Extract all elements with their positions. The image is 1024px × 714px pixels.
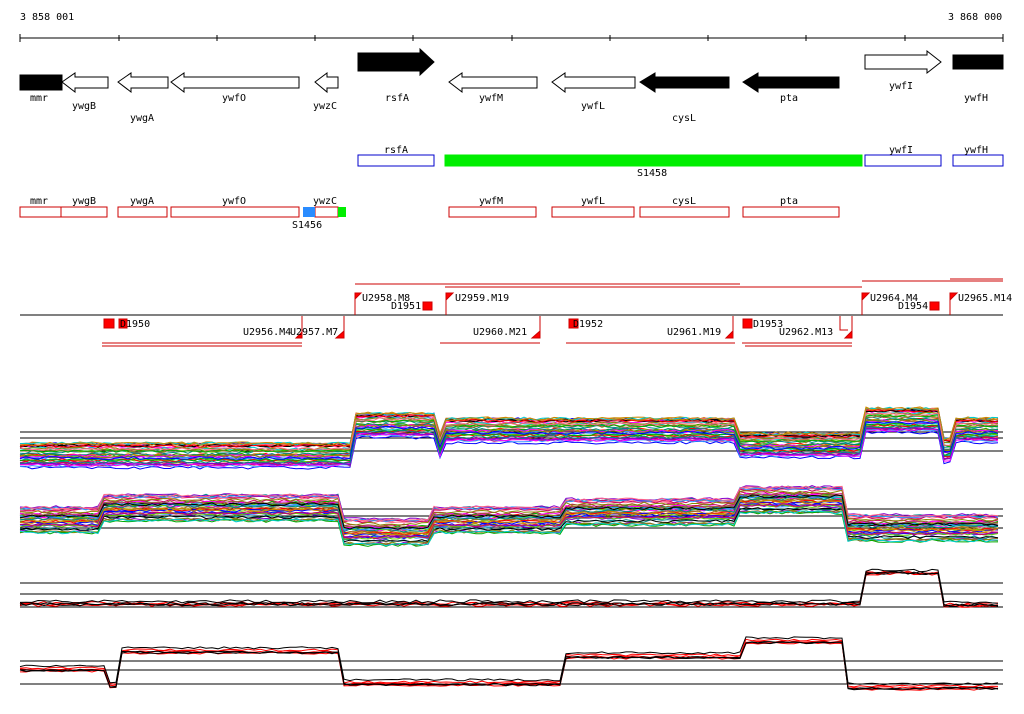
gene-label-ywfH: ywfH [964,93,988,104]
upper-box-ywfI[interactable] [864,154,942,167]
gene-label-rsfA: rsfA [385,93,409,104]
gene-label-ywfM: ywfM [479,93,503,104]
feature-flag-U2961[interactable] [724,316,734,339]
lower-box-pta[interactable] [742,206,840,218]
lower-box-label-pta: pta [780,196,798,207]
upper-box-rsfA[interactable] [357,154,435,167]
gene-label-ywzC: ywzC [313,101,337,112]
gene-arrow-ywzC[interactable] [314,72,339,94]
expression-panel-2 [19,485,1003,547]
lower-box-ywgA[interactable] [117,206,168,218]
lower-box-label-ywzC: ywzC [313,196,337,207]
feature-flag-U2958[interactable] [354,292,363,315]
gene-label-ywgB: ywgB [72,101,96,112]
feature-flag-U2962[interactable] [843,316,853,339]
gene-arrow-ywgA[interactable] [117,72,169,94]
gene-arrow-ywgB[interactable] [61,72,109,94]
gene-label-ywfI: ywfI [889,81,913,92]
feature-box-D1951[interactable] [422,301,433,311]
upper-box-label-S1458: S1458 [637,168,667,179]
lower-box-label-ywgB: ywgB [72,196,96,207]
feature-flag-U2957[interactable] [334,316,345,339]
expression-panel-3 [19,568,1003,608]
gene-label-ywfL: ywfL [581,101,605,112]
lower-box-track: mmr ywgB ywgA ywfO ywzC S1456 ywfM ywfL … [19,196,840,231]
feature-label-U2958: U2958.M8 [362,293,410,304]
gene-track: mmr ywgB ywgA ywfO ywzC rsfA ywfM ywfL c… [19,47,1004,124]
upper-box-label-ywfI: ywfI [889,145,913,156]
feature-label-U2965: U2965.M14 [958,293,1012,304]
gene-label-pta: pta [780,93,798,104]
coord-start: 3 858 001 [20,12,75,23]
feature-box-D1953[interactable] [742,318,753,329]
feature-box-D1952[interactable] [568,318,579,329]
gene-arrow-cysL[interactable] [639,72,730,93]
feature-label-U2959: U2959.M19 [455,293,509,304]
gene-label-cysL: cysL [672,113,696,124]
gene-label-ywgA: ywgA [130,113,154,124]
gene-arrow-ywfI[interactable] [864,49,942,75]
lower-box-S1456-blue[interactable] [303,207,315,217]
feature-label-D1952: D1952 [573,319,603,330]
gene-arrow-mmr[interactable] [19,74,63,91]
upper-box-S1458[interactable] [444,154,863,167]
feature-flag-U2965[interactable] [949,292,959,315]
lower-box-label-ywgA: ywgA [130,196,154,207]
expression-panel-1 [19,406,1003,470]
feature-flag-U2956[interactable] [294,316,303,339]
feature-label-U2961: U2961.M19 [667,327,721,338]
lower-box-ywgB[interactable] [60,206,108,218]
feature-flag-U2959[interactable] [445,292,455,315]
lower-box-label-ywfM: ywfM [479,196,503,207]
lower-box-ywfL[interactable] [551,206,635,218]
coord-end: 3 868 000 [948,12,1003,23]
feature-flag-U2964[interactable] [861,292,871,315]
feature-label-D1950: D1950 [120,319,150,330]
feature-box-D1950-b[interactable] [118,318,128,329]
expression-panel-4 [19,636,1003,691]
feature-box-D1950-a[interactable] [103,318,115,329]
upper-box-track: rsfA S1458 ywfI ywfH [357,145,1004,179]
lower-box-label-cysL: cysL [672,196,696,207]
feature-label-U2957: U2957.M7 [290,327,338,338]
lower-box-label-ywfL: ywfL [581,196,605,207]
feature-label-U2956: U2956.M4 [243,327,291,338]
feature-box-D1954[interactable] [929,301,940,311]
gene-arrow-ywfH[interactable] [952,54,1004,70]
gene-arrow-pta[interactable] [742,72,840,93]
gene-arrow-ywfO[interactable] [170,72,300,94]
upper-box-ywfH[interactable] [952,154,1004,167]
feature-flag-U2960[interactable] [530,316,541,339]
feature-label-U2962: U2962.M13 [779,327,833,338]
feature-track: U2958.M8 D1951 U2959.M19 U2964.M4 D1954 … [20,278,1012,347]
upper-box-label-rsfA: rsfA [384,145,408,156]
lower-box-ywzC[interactable] [314,206,339,218]
gene-arrow-ywfL[interactable] [551,72,636,94]
lower-box-label-ywfO: ywfO [222,196,246,207]
feature-label-U2960: U2960.M21 [473,327,527,338]
feature-label-U2964: U2964.M4 [870,293,918,304]
feature-label-D1953: D1953 [753,319,783,330]
lower-box-cysL[interactable] [639,206,730,218]
upper-box-label-ywfH: ywfH [964,145,988,156]
gene-label-mmr: mmr [30,93,48,104]
lower-box-mmr[interactable] [19,206,62,218]
gene-arrow-rsfA[interactable] [357,47,435,77]
lower-box-S1456-green[interactable] [338,207,346,217]
lower-box-ywfM[interactable] [448,206,537,218]
lower-box-label-S1456: S1456 [292,220,322,231]
lower-box-label-mmr: mmr [30,196,48,207]
lower-box-ywfO[interactable] [170,206,300,218]
feature-label-D1954: D1954 [898,301,928,312]
feature-label-D1951: D1951 [391,301,421,312]
gene-arrow-ywfM[interactable] [448,72,538,94]
coordinate-ruler [19,34,1004,42]
gene-label-ywfO: ywfO [222,93,246,104]
